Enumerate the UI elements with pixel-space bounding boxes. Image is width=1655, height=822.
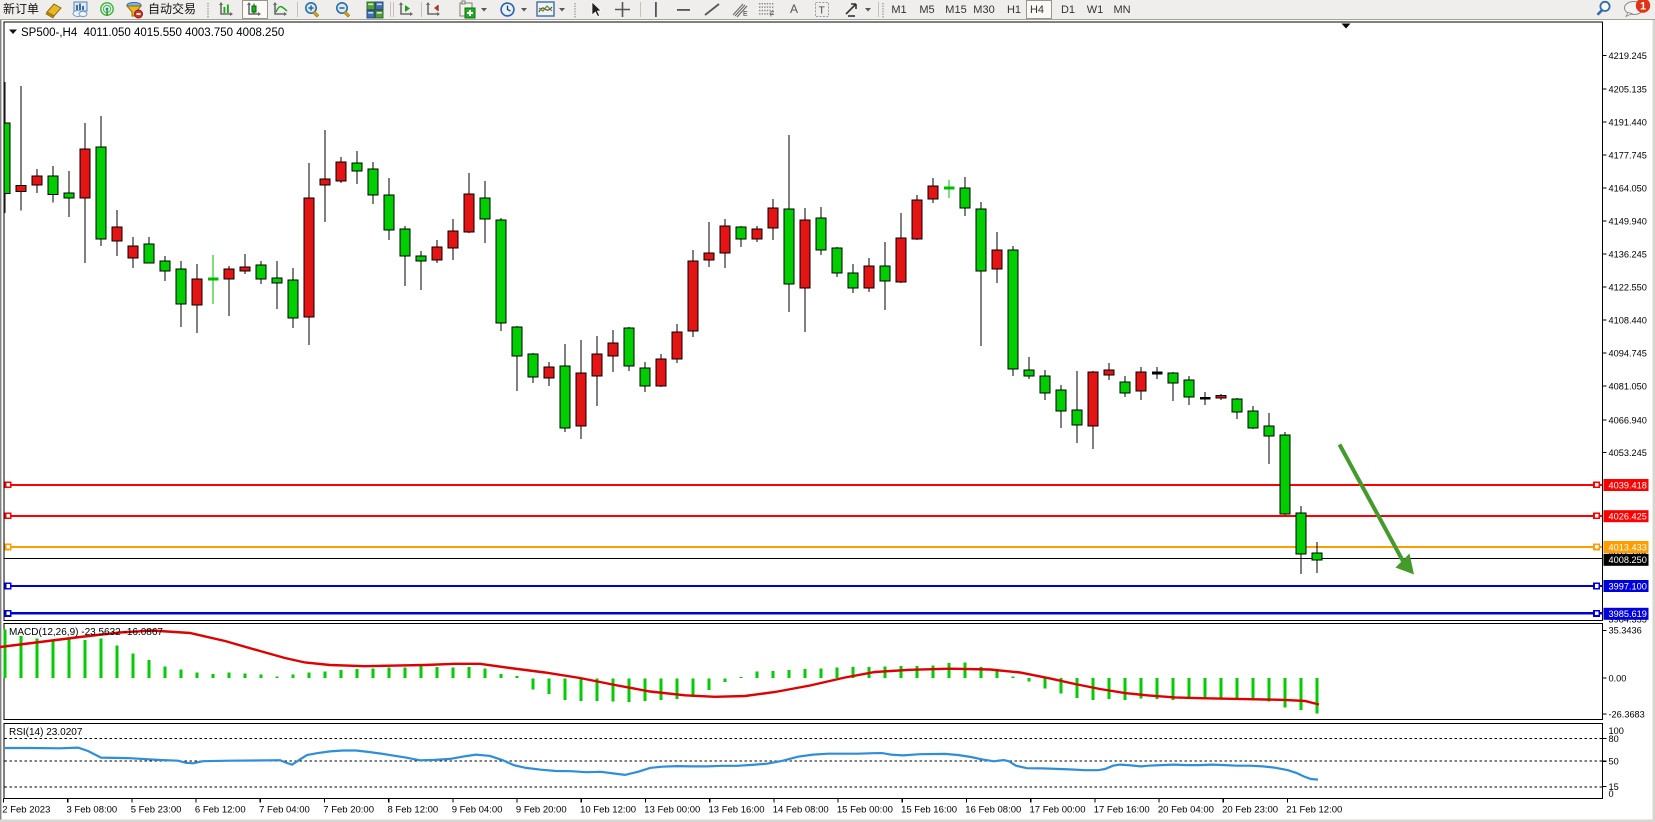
svg-text:3985.619: 3985.619 bbox=[1609, 609, 1647, 619]
svg-text:4191.440: 4191.440 bbox=[1609, 117, 1647, 127]
svg-text:H4: H4 bbox=[1030, 4, 1044, 16]
svg-text:0.00: 0.00 bbox=[1609, 673, 1627, 683]
svg-text:4149.940: 4149.940 bbox=[1609, 216, 1647, 226]
svg-text:17 Feb 16:00: 17 Feb 16:00 bbox=[1094, 805, 1150, 816]
svg-text:5 Feb 23:00: 5 Feb 23:00 bbox=[131, 805, 182, 816]
svg-text:80: 80 bbox=[1609, 734, 1619, 744]
svg-text:3 Feb 08:00: 3 Feb 08:00 bbox=[67, 805, 118, 816]
svg-text:自动交易: 自动交易 bbox=[148, 1, 196, 16]
svg-text:17 Feb 00:00: 17 Feb 00:00 bbox=[1030, 805, 1086, 816]
svg-text:4011.745: 4011.745 bbox=[1609, 549, 1647, 559]
svg-text:1: 1 bbox=[1640, 1, 1646, 13]
svg-text:15 Feb 00:00: 15 Feb 00:00 bbox=[837, 805, 893, 816]
svg-text:M30: M30 bbox=[973, 4, 994, 16]
svg-text:4013.433: 4013.433 bbox=[1609, 542, 1647, 552]
svg-text:W1: W1 bbox=[1087, 4, 1104, 16]
svg-text:4081.050: 4081.050 bbox=[1609, 381, 1647, 391]
svg-text:4219.245: 4219.245 bbox=[1609, 51, 1647, 61]
svg-text:M15: M15 bbox=[945, 4, 966, 16]
svg-text:0: 0 bbox=[1609, 789, 1614, 799]
svg-text:4108.440: 4108.440 bbox=[1609, 315, 1647, 325]
svg-text:E: E bbox=[743, 11, 748, 18]
svg-text:20 Feb 04:00: 20 Feb 04:00 bbox=[1158, 805, 1214, 816]
svg-text:16 Feb 08:00: 16 Feb 08:00 bbox=[965, 805, 1021, 816]
svg-text:14 Feb 08:00: 14 Feb 08:00 bbox=[773, 805, 829, 816]
svg-text:4164.050: 4164.050 bbox=[1609, 183, 1647, 193]
svg-text:8 Feb 12:00: 8 Feb 12:00 bbox=[388, 805, 439, 816]
svg-text:4066.940: 4066.940 bbox=[1609, 415, 1647, 425]
svg-text:4177.745: 4177.745 bbox=[1609, 150, 1647, 160]
svg-text:A: A bbox=[790, 2, 798, 16]
svg-text:M5: M5 bbox=[919, 4, 934, 16]
svg-text:4008.250: 4008.250 bbox=[1609, 555, 1647, 565]
svg-text:4122.550: 4122.550 bbox=[1609, 282, 1647, 292]
svg-text:7 Feb 20:00: 7 Feb 20:00 bbox=[323, 805, 374, 816]
svg-text:4039.418: 4039.418 bbox=[1609, 480, 1647, 490]
svg-text:2 Feb 2023: 2 Feb 2023 bbox=[2, 805, 50, 816]
svg-text:-26.3683: -26.3683 bbox=[1609, 709, 1645, 719]
svg-text:9 Feb 20:00: 9 Feb 20:00 bbox=[516, 805, 567, 816]
svg-text:100: 100 bbox=[1609, 726, 1624, 736]
svg-text:T: T bbox=[819, 6, 825, 17]
svg-text:4136.245: 4136.245 bbox=[1609, 249, 1647, 259]
svg-text:7 Feb 04:00: 7 Feb 04:00 bbox=[259, 805, 310, 816]
svg-text:MACD(12,26,9) -23.5632 -16.086: MACD(12,26,9) -23.5632 -16.0867 bbox=[9, 627, 163, 638]
svg-text:4053.245: 4053.245 bbox=[1609, 448, 1647, 458]
svg-text:21 Feb 12:00: 21 Feb 12:00 bbox=[1286, 805, 1342, 816]
svg-text:4026.425: 4026.425 bbox=[1609, 512, 1647, 522]
svg-text:新订单: 新订单 bbox=[3, 1, 39, 16]
svg-text:4205.135: 4205.135 bbox=[1609, 84, 1647, 94]
svg-text:35.3436: 35.3436 bbox=[1609, 626, 1642, 636]
svg-text:15: 15 bbox=[1609, 782, 1619, 792]
svg-text:13 Feb 00:00: 13 Feb 00:00 bbox=[644, 805, 700, 816]
svg-text:M1: M1 bbox=[891, 4, 906, 16]
svg-text:20 Feb 23:00: 20 Feb 23:00 bbox=[1222, 805, 1278, 816]
svg-text:H1: H1 bbox=[1007, 4, 1021, 16]
svg-text:D1: D1 bbox=[1061, 4, 1075, 16]
svg-text:50: 50 bbox=[1609, 757, 1619, 767]
svg-text:3997.100: 3997.100 bbox=[1609, 581, 1647, 591]
svg-text:15 Feb 16:00: 15 Feb 16:00 bbox=[901, 805, 957, 816]
svg-text:10 Feb 12:00: 10 Feb 12:00 bbox=[580, 805, 636, 816]
svg-text:SP500-,H4 4011.050 4015.550 4: SP500-,H4 4011.050 4015.550 4003.750 400… bbox=[21, 27, 284, 39]
svg-text:MN: MN bbox=[1113, 4, 1130, 16]
svg-text:9 Feb 04:00: 9 Feb 04:00 bbox=[452, 805, 503, 816]
svg-text:4094.745: 4094.745 bbox=[1609, 348, 1647, 358]
svg-text:RSI(14) 23.0207: RSI(14) 23.0207 bbox=[9, 727, 83, 738]
svg-text:6 Feb 12:00: 6 Feb 12:00 bbox=[195, 805, 246, 816]
svg-text:F: F bbox=[770, 12, 774, 19]
svg-text:13 Feb 16:00: 13 Feb 16:00 bbox=[709, 805, 765, 816]
